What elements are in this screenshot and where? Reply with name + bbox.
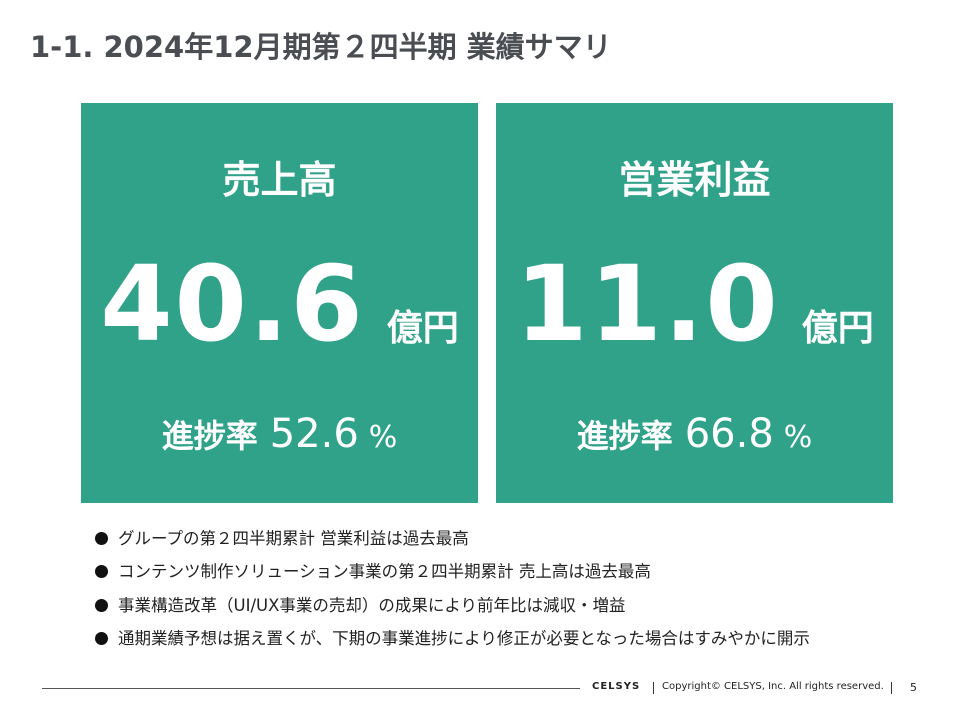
bullet-item: グループの第２四半期累計 営業利益は過去最高 [95, 525, 469, 549]
kpi-value-row: 40.6 億円 [81, 243, 478, 365]
footer-separator [891, 682, 892, 694]
bullet-text: 通期業績予想は据え置くが、下期の事業進捗により修正が必要となった場合はすみやかに… [118, 629, 810, 648]
kpi-value-row: 11.0 億円 [496, 243, 893, 365]
bullet-text: コンテンツ制作ソリューション事業の第２四半期累計 売上高は過去最高 [118, 562, 651, 581]
progress-unit: % [368, 420, 398, 455]
progress-row: 進捗率 52.6% [81, 411, 478, 457]
kpi-card: 売上高 40.6 億円 進捗率 52.6% [81, 103, 478, 503]
progress-unit: % [783, 420, 813, 455]
bullet-text: グループの第２四半期累計 営業利益は過去最高 [118, 529, 469, 548]
kpi-unit: 億円 [386, 308, 459, 349]
slide-title: 1-1. 2024年12月期第２四半期 業績サマリ [30, 30, 612, 64]
page-number: 5 [910, 681, 917, 694]
progress-label: 進捗率 [161, 417, 258, 455]
kpi-label: 営業利益 [618, 158, 771, 202]
bullet-dot [95, 632, 108, 645]
bullet-item: コンテンツ制作ソリューション事業の第２四半期累計 売上高は過去最高 [95, 558, 651, 582]
kpi-value: 11.0 [515, 243, 780, 365]
progress-value: 66.8 [684, 411, 774, 457]
progress-row: 進捗率 66.8% [496, 411, 893, 457]
bullet-text: 事業構造改革（UI/UX事業の売却）の成果により前年比は減収・増益 [118, 596, 626, 615]
footer-rule [42, 688, 580, 689]
progress-label: 進捗率 [576, 417, 673, 455]
bullet-dot [95, 599, 108, 612]
bullet-item: 通期業績予想は据え置くが、下期の事業進捗により修正が必要となった場合はすみやかに… [95, 625, 810, 649]
footer-copyright: Copyright© CELSYS, Inc. All rights reser… [662, 681, 884, 692]
kpi-value: 40.6 [100, 243, 365, 365]
kpi-unit: 億円 [801, 308, 874, 349]
bullet-item: 事業構造改革（UI/UX事業の売却）の成果により前年比は減収・増益 [95, 592, 626, 616]
footer-separator [653, 682, 654, 694]
progress-value: 52.6 [269, 411, 359, 457]
bullet-dot [95, 532, 108, 545]
kpi-label: 売上高 [222, 158, 337, 202]
kpi-card: 営業利益 11.0 億円 進捗率 66.8% [496, 103, 893, 503]
bullet-dot [95, 565, 108, 578]
footer-brand: CELSYS [592, 681, 641, 692]
